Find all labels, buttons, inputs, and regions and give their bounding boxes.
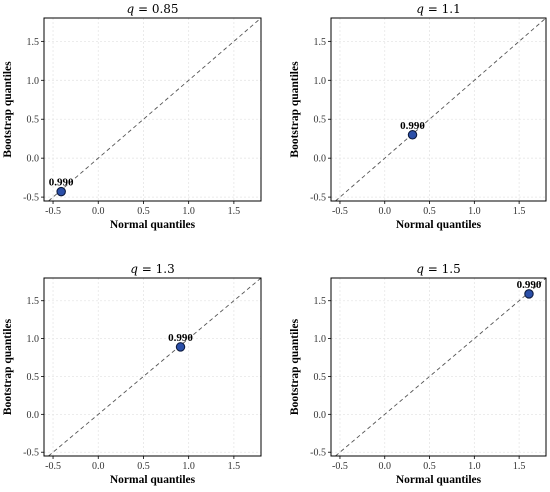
plot-frame bbox=[43, 17, 262, 202]
y-axis-label: Bootstrap quantiles bbox=[2, 61, 14, 158]
plot-frame bbox=[330, 17, 547, 202]
x-axis-label: Normal quantiles bbox=[110, 219, 196, 231]
reference-line bbox=[48, 277, 262, 457]
x-tick-label: 1.5 bbox=[228, 461, 241, 472]
title-equals: = bbox=[134, 2, 152, 16]
x-tick-label: 1.0 bbox=[182, 461, 195, 472]
x-tick-label: 1.5 bbox=[513, 461, 526, 472]
y-tick-label: 0.0 bbox=[314, 154, 327, 165]
title-variable: q bbox=[416, 2, 424, 16]
reference-line bbox=[335, 277, 547, 457]
panel-title: q = 1.1 bbox=[416, 2, 460, 16]
title-variable: q bbox=[130, 262, 138, 276]
x-tick-label: 0.0 bbox=[92, 206, 105, 217]
x-tick-label: 1.5 bbox=[513, 206, 526, 217]
plot-frame bbox=[43, 277, 262, 457]
title-value: 1.5 bbox=[442, 262, 461, 276]
x-tick-label: 0.0 bbox=[379, 461, 392, 472]
title-value: 1.1 bbox=[442, 2, 461, 16]
data-point-label: 0.990 bbox=[49, 177, 74, 189]
data-point bbox=[524, 289, 534, 299]
y-axis-label: Bootstrap quantiles bbox=[289, 318, 301, 415]
y-tick-label: 0.0 bbox=[27, 154, 40, 165]
y-tick-label: 1.0 bbox=[27, 334, 40, 345]
plot-frame bbox=[330, 277, 547, 457]
y-tick-label: -0.5 bbox=[23, 193, 39, 204]
panel-title: q = 0.85 bbox=[126, 2, 178, 16]
x-tick-label: -0.5 bbox=[45, 206, 61, 217]
x-tick-label: 0.5 bbox=[423, 461, 436, 472]
title-equals: = bbox=[424, 2, 442, 16]
panel-2: -0.5 0.0 0.5 1.0 1.5 -0.5 0.0 0.5 1.0 1.5 q = 1.1 N… bbox=[289, 2, 547, 231]
y-tick-label: 1.0 bbox=[314, 76, 327, 87]
y-tick-label: 1.5 bbox=[27, 37, 40, 48]
y-tick-label: 1.5 bbox=[314, 37, 327, 48]
x-tick-label: 1.0 bbox=[468, 461, 481, 472]
y-tick-label: -0.5 bbox=[310, 193, 326, 204]
y-tick-label: 0.5 bbox=[314, 372, 327, 383]
y-tick-label: 0.5 bbox=[27, 115, 40, 126]
x-axis-label: Normal quantiles bbox=[396, 474, 482, 486]
y-tick-label: 0.5 bbox=[27, 372, 40, 383]
panel-3: -0.5 0.0 0.5 1.0 1.5 -0.5 0.0 0.5 1.0 1.5 q = 1.3 N… bbox=[2, 262, 262, 486]
title-equals: = bbox=[424, 262, 442, 276]
title-equals: = bbox=[138, 262, 156, 276]
title-variable: q bbox=[126, 2, 134, 16]
x-tick-label: -0.5 bbox=[332, 461, 348, 472]
y-tick-label: 0.5 bbox=[314, 115, 327, 126]
y-tick-label: 0.0 bbox=[314, 410, 327, 421]
reference-line bbox=[335, 17, 547, 202]
y-tick-label: 1.5 bbox=[27, 296, 40, 307]
x-tick-label: 0.0 bbox=[379, 206, 392, 217]
data-point bbox=[407, 130, 418, 140]
y-tick-label: -0.5 bbox=[310, 448, 326, 459]
x-tick-label: 1.0 bbox=[468, 206, 481, 217]
panel-1: -0.5 0.0 0.5 1.0 1.5 -0.5 0.0 0.5 1.0 1.5 q = 0.85… bbox=[2, 2, 262, 231]
data-point bbox=[175, 342, 186, 352]
x-tick-label: 0.0 bbox=[92, 461, 105, 472]
x-tick-label: 1.0 bbox=[182, 206, 195, 217]
data-point-label: 0.990 bbox=[517, 279, 542, 291]
data-point-label: 0.990 bbox=[400, 120, 425, 132]
panel-4: -0.5 0.0 0.5 1.0 1.5-0.50.00.51.01.5q = 1.5N… bbox=[289, 262, 547, 486]
x-tick-label: -0.5 bbox=[332, 206, 348, 217]
data-point-label: 0.990 bbox=[168, 332, 193, 344]
x-tick-label: 0.5 bbox=[137, 461, 150, 472]
title-value: 0.85 bbox=[152, 2, 179, 16]
y-tick-label: 1.5 bbox=[314, 296, 327, 307]
y-tick-label: 1.0 bbox=[314, 334, 327, 345]
reference-line bbox=[48, 17, 262, 202]
x-tick-label: 1.5 bbox=[228, 206, 241, 217]
title-variable: q bbox=[416, 262, 424, 276]
panel-title: q = 1.5 bbox=[416, 262, 460, 276]
y-axis-label: Bootstrap quantiles bbox=[2, 318, 14, 415]
x-axis-label: Normal quantiles bbox=[110, 474, 196, 486]
x-tick-label: 0.5 bbox=[423, 206, 436, 217]
y-tick-label: 1.0 bbox=[27, 76, 40, 87]
x-axis-label: Normal quantiles bbox=[396, 219, 482, 231]
y-tick-label: 0.0 bbox=[27, 410, 40, 421]
data-point bbox=[56, 186, 66, 197]
x-tick-label: 0.5 bbox=[137, 206, 150, 217]
y-axis-label: Bootstrap quantiles bbox=[289, 61, 301, 158]
title-value: 1.3 bbox=[156, 262, 175, 276]
x-tick-label: -0.5 bbox=[45, 461, 61, 472]
y-tick-label: -0.5 bbox=[23, 448, 39, 459]
panel-title: q = 1.3 bbox=[130, 262, 174, 276]
